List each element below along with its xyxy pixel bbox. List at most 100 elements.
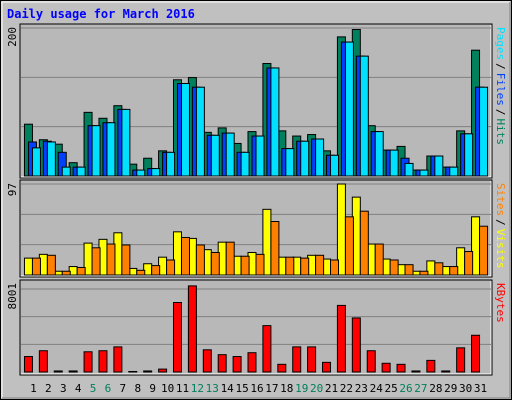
bar — [83, 351, 93, 373]
bar — [217, 354, 227, 373]
bar — [471, 334, 481, 373]
bar — [91, 247, 101, 276]
legend-entry: Pages — [494, 27, 507, 60]
bar — [300, 257, 310, 276]
bar — [225, 241, 235, 276]
bar — [151, 265, 161, 276]
x-tick-label: 23 — [355, 382, 368, 395]
bar — [292, 346, 302, 373]
bar — [128, 370, 138, 373]
x-tick-label: 31 — [474, 382, 487, 395]
x-tick-label: 19 — [295, 382, 308, 395]
bar — [106, 243, 116, 276]
bar — [389, 259, 399, 276]
bar — [434, 155, 444, 177]
legend: Pages / Files / Hits — [494, 27, 507, 145]
x-tick-label: 24 — [370, 382, 384, 395]
bar — [31, 257, 41, 276]
legend-separator: / — [494, 109, 507, 116]
bar — [344, 216, 354, 276]
x-tick-label: 25 — [385, 382, 398, 395]
legend-entry: Sites — [494, 183, 507, 216]
x-tick-label: 9 — [149, 382, 156, 395]
bar — [202, 349, 212, 373]
x-tick-label: 3 — [60, 382, 67, 395]
bar — [464, 133, 474, 177]
bar — [336, 304, 346, 373]
bar — [210, 251, 220, 276]
bar — [344, 41, 354, 177]
bar — [255, 135, 265, 177]
chart-title: Daily usage for March 2016 — [7, 7, 195, 21]
x-tick-label: 4 — [75, 382, 82, 395]
legend-entry: Hits — [494, 119, 507, 146]
x-tick-label: 13 — [206, 382, 219, 395]
bar — [210, 134, 220, 177]
bar — [187, 285, 197, 373]
legend-entry: KBytes — [494, 283, 507, 323]
legend: KBytes — [494, 283, 507, 323]
x-tick-label: 12 — [191, 382, 204, 395]
bar — [158, 368, 168, 373]
bar — [76, 166, 86, 177]
x-tick-label: 1 — [30, 382, 37, 395]
bar — [136, 169, 146, 177]
bar — [411, 370, 421, 373]
x-tick-label: 20 — [310, 382, 323, 395]
bar — [98, 350, 108, 373]
bar — [136, 269, 146, 276]
bar — [23, 257, 33, 276]
bar — [166, 151, 176, 177]
x-tick-label: 29 — [444, 382, 457, 395]
bar — [441, 370, 451, 373]
plot-bevel — [21, 181, 492, 277]
bar — [464, 251, 474, 276]
bar — [366, 350, 376, 373]
bar — [322, 361, 332, 373]
bar — [53, 370, 63, 373]
bar — [38, 350, 48, 373]
x-tick-label: 14 — [221, 382, 235, 395]
bar — [330, 259, 340, 276]
bar — [300, 140, 310, 177]
bar — [419, 169, 429, 177]
x-tick-label: 11 — [176, 382, 189, 395]
bar — [121, 108, 131, 177]
bar — [180, 83, 190, 177]
bar — [76, 266, 86, 276]
legend-separator: / — [494, 219, 507, 226]
bar — [449, 266, 459, 276]
bar — [121, 244, 131, 276]
x-tick-label: 21 — [325, 382, 338, 395]
bar — [151, 168, 161, 177]
x-tick-label: 16 — [250, 382, 263, 395]
x-tick-label: 15 — [235, 382, 248, 395]
bar — [113, 346, 123, 373]
bar — [479, 86, 489, 177]
bar — [61, 166, 71, 177]
bar — [46, 254, 56, 276]
bar — [307, 346, 317, 373]
plot-bevel — [21, 25, 492, 178]
bar — [374, 243, 384, 276]
bar — [396, 363, 406, 373]
x-tick-label: 28 — [429, 382, 442, 395]
bar — [456, 347, 466, 373]
bar — [225, 132, 235, 177]
bar — [61, 270, 71, 276]
legend-entry: Visits — [494, 229, 507, 269]
bar — [46, 141, 56, 177]
bar — [404, 162, 414, 177]
bar — [172, 301, 182, 373]
bar — [389, 149, 399, 177]
bar — [106, 122, 116, 177]
y-tick-label: 8001 — [6, 283, 19, 310]
bar — [315, 254, 325, 276]
x-tick-label: 30 — [459, 382, 472, 395]
x-tick-label: 8 — [134, 382, 141, 395]
x-tick-label: 2 — [45, 382, 52, 395]
x-tick-label: 6 — [105, 382, 112, 395]
bar — [351, 317, 361, 373]
x-tick-label: 18 — [280, 382, 293, 395]
bar — [166, 259, 176, 276]
